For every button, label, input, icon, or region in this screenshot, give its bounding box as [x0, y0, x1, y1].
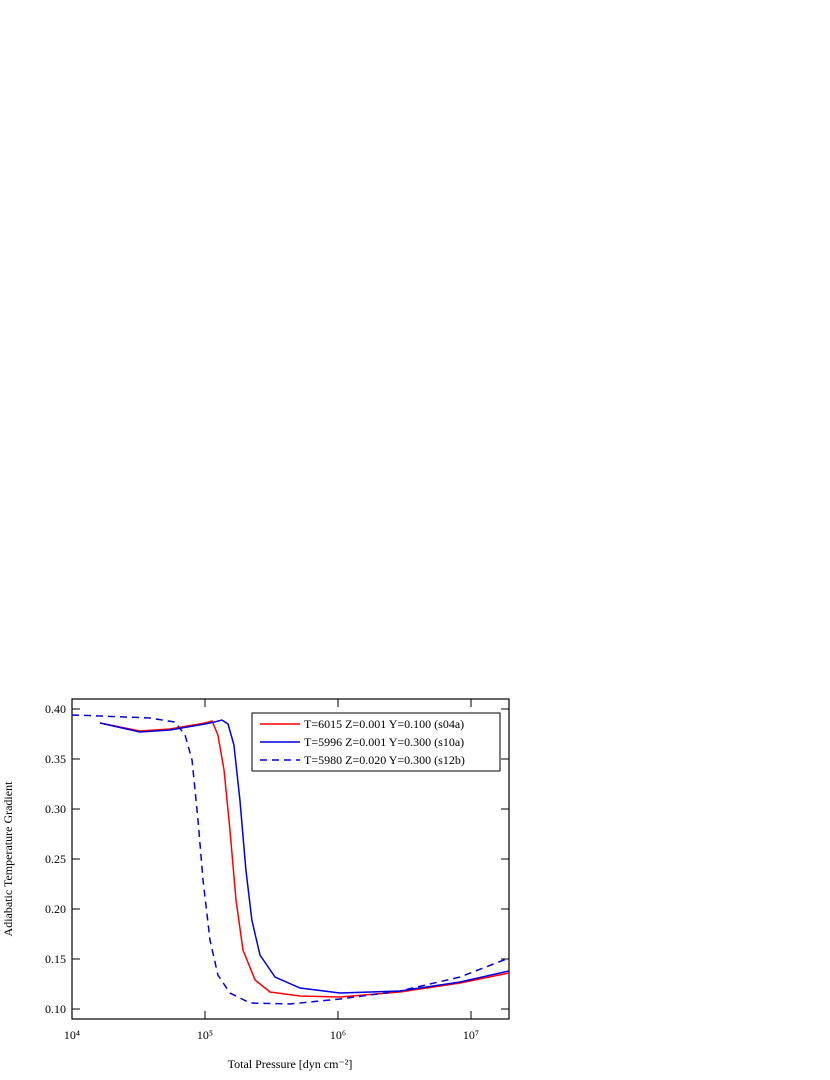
y-tick-label: 0.40 — [45, 702, 66, 716]
legend-label: T=5980 Z=0.020 Y=0.300 (s12b) — [304, 753, 465, 767]
x-tick-label: 10⁶ — [330, 1028, 346, 1042]
legend-label: T=6015 Z=0.001 Y=0.100 (s04a) — [304, 717, 464, 731]
series-line — [71, 714, 510, 1005]
y-tick-label: 0.35 — [45, 752, 66, 766]
y-tick-label: 0.25 — [45, 852, 66, 866]
x-tick-label: 10⁵ — [197, 1028, 213, 1042]
y-axis-title: Adiabatic Temperature Gradient — [1, 781, 15, 937]
series-line — [99, 719, 510, 994]
y-tick-label: 0.30 — [45, 802, 66, 816]
x-tick-label: 10⁷ — [463, 1028, 479, 1042]
y-tick-label: 0.20 — [45, 902, 66, 916]
x-tick-label: 10⁴ — [64, 1028, 80, 1042]
x-axis-title: Total Pressure [dyn cm⁻²] — [228, 1057, 353, 1071]
legend-label: T=5996 Z=0.001 Y=0.300 (s10a) — [304, 735, 464, 749]
y-tick-label: 0.15 — [45, 952, 66, 966]
y-tick-label: 0.10 — [45, 1002, 66, 1016]
series-line — [99, 720, 510, 998]
